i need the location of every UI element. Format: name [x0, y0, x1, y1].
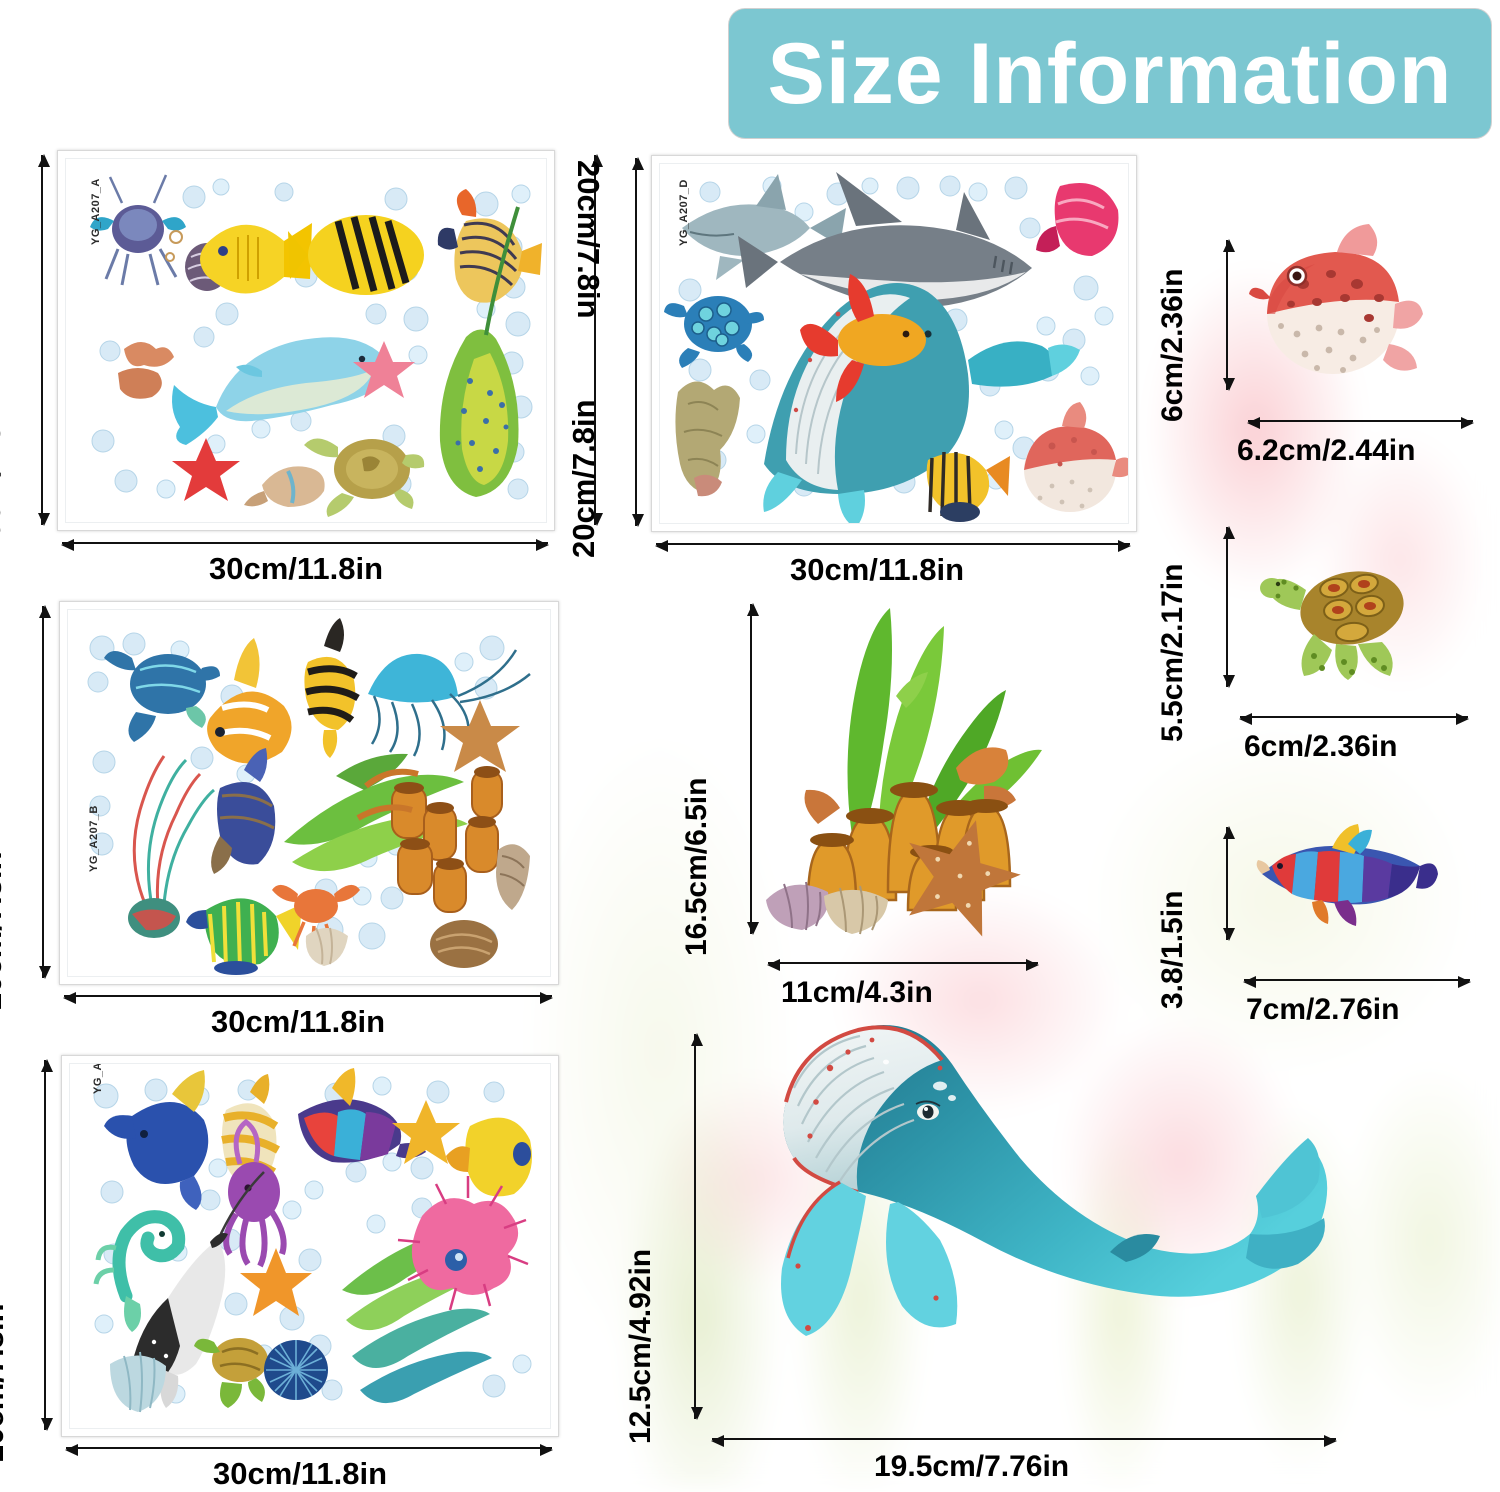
- sheet-c-height-line-left: [41, 1059, 53, 1431]
- shell-sticker-b3: [496, 844, 530, 910]
- sheet-d-height-label-left: 20cm/7.8in: [566, 399, 601, 558]
- turtle-width-line: [1239, 713, 1469, 725]
- beluga-whale-sticker: [172, 337, 390, 445]
- sheet-d-width-label: 30cm/11.8in: [790, 552, 965, 587]
- starfish-sticker-b: [440, 700, 520, 772]
- pink-fish-sticker: [1036, 183, 1119, 256]
- orange-coral-sticker: [118, 342, 174, 399]
- striped-fish-item: [1248, 822, 1438, 932]
- sheet-b-width-label: 30cm/11.8in: [211, 1004, 386, 1039]
- sheet-a-width-label: 30cm/11.8in: [209, 551, 384, 586]
- turtle-height-line: [1223, 526, 1235, 688]
- sticker-sheet-b: YG_A207_B: [59, 601, 559, 985]
- shell-sticker-b1: [305, 927, 348, 966]
- coral-item: [748, 600, 1058, 940]
- jellyfish-sticker: [368, 649, 531, 757]
- sheet-a-artwork: YG_A207_A: [65, 158, 547, 523]
- sticker-sheet-c: YG_A207_C: [61, 1055, 559, 1437]
- sheet-c-artwork: YG_A207_C: [69, 1063, 551, 1429]
- turtle-sticker-c: [194, 1338, 268, 1408]
- coral-height-label: 16.5cm/6.5in: [680, 777, 713, 956]
- coral-width-label: 11cm/4.3in: [781, 976, 933, 1009]
- sheet-b-height-label-left: 20cm/7.8in: [0, 851, 8, 1010]
- whale-width-label: 19.5cm/7.76in: [874, 1450, 1070, 1483]
- sheet-a-height-line-left: [38, 154, 50, 526]
- yellow-tang-sticker-c: [446, 1117, 532, 1197]
- blue-turtle-sticker-b: [104, 651, 220, 742]
- sheet-c-illustration: [93, 1068, 532, 1413]
- sheet-c-width-line: [65, 1444, 553, 1456]
- striped-fish-height-line: [1223, 826, 1235, 941]
- crab-sticker: [90, 174, 186, 286]
- pufferfish-width-label: 6.2cm/2.44in: [1237, 434, 1416, 467]
- sea-urchin-sticker: [264, 1340, 328, 1400]
- sticker-sheet-d: YG_A207_D: [651, 155, 1137, 532]
- coral-width-line: [767, 959, 1039, 971]
- sheet-a-height-label-left: 20cm/7.8in: [0, 397, 7, 556]
- green-angelfish-sticker: [186, 898, 302, 975]
- sheet-d-code: YG_A207_D: [678, 179, 690, 246]
- rainbow-fish-sticker: [298, 1068, 426, 1163]
- red-seaweed-sticker: [132, 755, 215, 907]
- pufferfish-width-line: [1247, 417, 1474, 429]
- sheet-a-height-label-right: 20cm/7.8in: [571, 160, 606, 319]
- sheet-b-width-line: [63, 992, 553, 1004]
- striped-fish-width-line: [1243, 976, 1471, 988]
- sheet-a-illustration: [90, 174, 542, 517]
- turtle-width-label: 6cm/2.36in: [1244, 730, 1398, 763]
- sticker-sheet-a: YG_A207_A: [57, 150, 555, 531]
- clownfish-sticker: [207, 638, 292, 764]
- whale-item: [690, 1006, 1340, 1426]
- whale-height-line: [691, 1033, 703, 1420]
- pufferfish-height-line: [1223, 239, 1235, 391]
- red-starfish-sticker: [172, 438, 240, 501]
- conch-shell-sticker: [244, 466, 325, 507]
- kelp-pink-coral-sticker: [342, 1176, 529, 1404]
- coral-sticker-d: [675, 381, 740, 497]
- whale-width-line: [711, 1435, 1337, 1447]
- blue-turtle-sticker: [664, 296, 764, 368]
- shell-sticker-b2: [430, 920, 498, 968]
- sheet-d-height-line-left: [632, 157, 644, 527]
- sheet-d-artwork: YG_A207_D: [659, 163, 1129, 524]
- sheet-b-illustration: [87, 618, 531, 975]
- clam-shell-sticker: [110, 1351, 166, 1413]
- sheet-d-width-line: [655, 540, 1131, 552]
- pufferfish-item: [1245, 218, 1425, 398]
- sheet-c-height-label-left: 20cm/7.8in: [0, 1303, 10, 1462]
- sheet-b-code: YG_A207_B: [88, 805, 100, 872]
- sheet-d-illustration: [664, 172, 1128, 523]
- striped-fish-height-label: 3.8/1.5in: [1156, 890, 1189, 1009]
- sheet-b-artwork: YG_A207_B: [67, 609, 551, 977]
- pufferfish-sticker-d: [1024, 402, 1128, 512]
- whale-height-label: 12.5cm/4.92in: [624, 1248, 657, 1444]
- sheet-a-width-line: [61, 539, 549, 551]
- sheet-c-code: YG_A207_C: [92, 1064, 104, 1094]
- turtle-height-label: 5.5cm/2.17in: [1156, 563, 1189, 742]
- size-information-banner: Size Information: [729, 9, 1491, 138]
- coral-height-line: [747, 603, 759, 935]
- bannerfish-sticker: [304, 618, 360, 758]
- page-title: Size Information: [767, 25, 1453, 122]
- sheet-a-code: YG_A207_A: [90, 178, 102, 245]
- turtle-item: [1248, 552, 1428, 692]
- pufferfish-height-label: 6cm/2.36in: [1156, 268, 1189, 422]
- sheet-b-height-line-left: [39, 605, 51, 979]
